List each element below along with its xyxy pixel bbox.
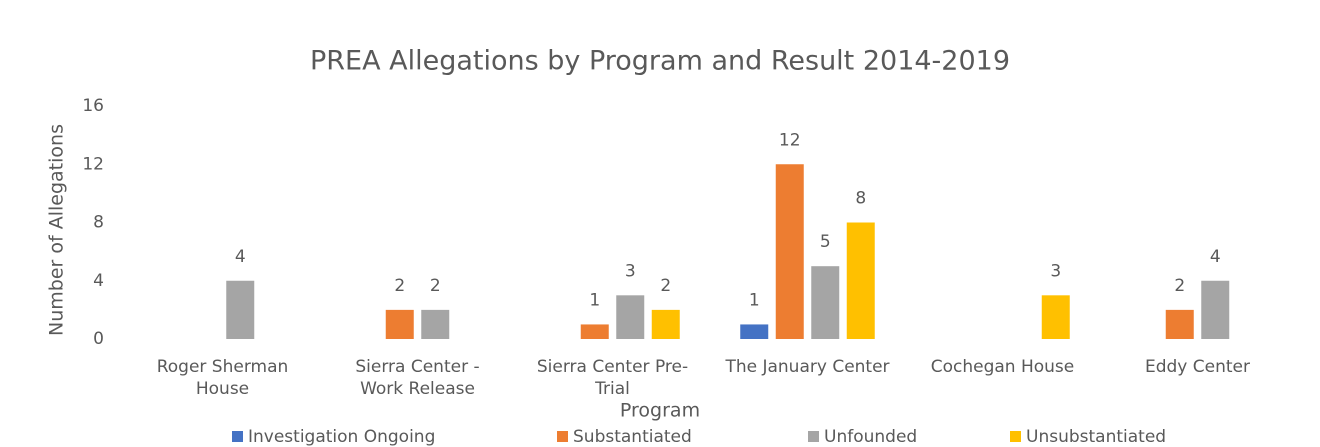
- legend-swatch: [808, 431, 819, 442]
- data-label: 4: [1210, 247, 1221, 267]
- y-tick-label: 12: [82, 154, 104, 174]
- bar: [651, 309, 680, 339]
- y-tick-label: 0: [93, 329, 104, 349]
- x-tick-label: Eddy Center: [1144, 357, 1250, 377]
- x-tick-label: Sierra Center Pre-Trial: [536, 357, 689, 399]
- legend-label: Substantiated: [573, 427, 692, 447]
- bar: [1165, 309, 1194, 339]
- chart-title: PREA Allegations by Program and Result 2…: [310, 46, 1010, 77]
- data-label: 8: [855, 189, 866, 209]
- data-label: 2: [394, 276, 405, 296]
- bar: [226, 280, 255, 339]
- data-label: 3: [1050, 261, 1061, 281]
- y-tick-label: 4: [93, 271, 104, 291]
- bar: [811, 266, 840, 339]
- data-label: 12: [779, 130, 801, 150]
- data-label: 2: [660, 276, 671, 296]
- bar: [1041, 295, 1070, 339]
- data-label: 2: [1174, 276, 1185, 296]
- legend-label: Unfounded: [824, 427, 917, 447]
- bar: [385, 309, 414, 339]
- x-tick-label: Sierra Center - Work Release: [355, 357, 480, 399]
- data-label: 1: [589, 290, 600, 310]
- legend-swatch: [232, 431, 243, 442]
- data-label: 4: [235, 247, 246, 267]
- legend-label: Unsubstantiated: [1026, 427, 1166, 447]
- legend-label: Investigation Ongoing: [248, 427, 435, 447]
- x-axis-label: Program: [620, 400, 700, 422]
- x-tick-label: Cochegan House: [930, 357, 1075, 377]
- y-tick-label: 8: [93, 213, 104, 233]
- bar: [580, 324, 609, 339]
- data-label: 1: [749, 290, 760, 310]
- data-label: 3: [625, 261, 636, 281]
- y-tick-label: 16: [82, 96, 104, 116]
- data-label: 2: [430, 276, 441, 296]
- bar: [421, 309, 450, 339]
- bar: [616, 295, 645, 339]
- data-label: 5: [820, 232, 831, 252]
- bar: [740, 324, 769, 339]
- x-tick-label: The January Center: [725, 357, 890, 377]
- y-axis-label: Number of Allegations: [46, 124, 68, 336]
- x-tick-label: Roger Sherman House: [156, 357, 289, 399]
- bar: [1201, 280, 1230, 339]
- legend-swatch: [557, 431, 568, 442]
- bar: [846, 222, 875, 339]
- legend-swatch: [1010, 431, 1021, 442]
- bar: [775, 164, 804, 339]
